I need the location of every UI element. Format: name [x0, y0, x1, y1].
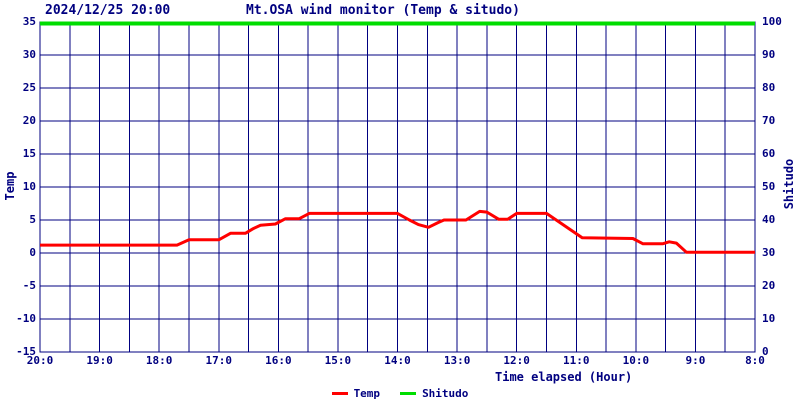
shitudo-legend-dash-icon [400, 392, 417, 395]
x-axis-title: Time elapsed (Hour) [495, 370, 633, 384]
left-tick-label: 30 [22, 48, 36, 61]
chart-datetime: 2024/12/25 20:00 [45, 3, 171, 18]
legend-item-shitudo: Shitudo [400, 387, 468, 400]
temp-series-line [40, 209, 755, 254]
right-tick-label: 80 [762, 81, 776, 94]
left-tick-label: 35 [22, 15, 36, 28]
x-tick-label: 11:0 [563, 354, 590, 367]
left-tick-label: -15 [16, 345, 36, 358]
left-tick-label: 25 [22, 81, 36, 94]
right-tick-label: 70 [762, 114, 776, 127]
x-tick-label: 14:0 [384, 354, 411, 367]
right-tick-label: 50 [762, 180, 776, 193]
x-tick-label: 18:0 [145, 354, 173, 367]
left-tick-label: -5 [22, 279, 36, 292]
x-tick-label: 10:0 [622, 354, 650, 367]
x-tick-label: 17:0 [205, 354, 233, 367]
left-tick-label: 20 [22, 114, 36, 127]
left-tick-label: 10 [22, 180, 36, 193]
page-title: Mt.OSA wind monitor (Temp & situdo) [246, 3, 520, 18]
x-tick-label: 19:0 [86, 354, 113, 367]
right-tick-label: 30 [762, 246, 776, 259]
x-tick-label: 15:0 [324, 354, 352, 367]
temp-legend-dash-icon [331, 392, 348, 395]
right-tick-label: 90 [762, 48, 776, 61]
legend-label: Shitudo [422, 387, 469, 400]
left-tick-label: 5 [29, 213, 36, 226]
right-tick-label: 20 [762, 279, 776, 292]
x-tick-label: 8:0 [745, 354, 765, 367]
x-tick-label: 9:0 [685, 354, 706, 367]
left-tick-label: 0 [29, 246, 36, 259]
right-tick-label: 40 [762, 213, 776, 226]
legend: Temp Shitudo [0, 387, 800, 400]
left-tick-label: -10 [16, 312, 36, 325]
legend-item-temp: Temp [331, 387, 381, 400]
left-axis-title: Temp [3, 171, 17, 201]
left-tick-label: 15 [22, 147, 36, 160]
x-tick-label: 20:0 [26, 354, 54, 367]
x-tick-label: 16:0 [265, 354, 292, 367]
right-axis-title: Shitudo [782, 158, 796, 210]
right-tick-label: 60 [762, 147, 776, 160]
legend-label: Temp [353, 387, 381, 400]
right-tick-label: 10 [762, 312, 776, 325]
right-tick-label: 0 [762, 345, 769, 358]
x-tick-label: 13:0 [443, 354, 471, 367]
x-tick-label: 12:0 [503, 354, 530, 367]
right-tick-label: 100 [762, 15, 782, 28]
